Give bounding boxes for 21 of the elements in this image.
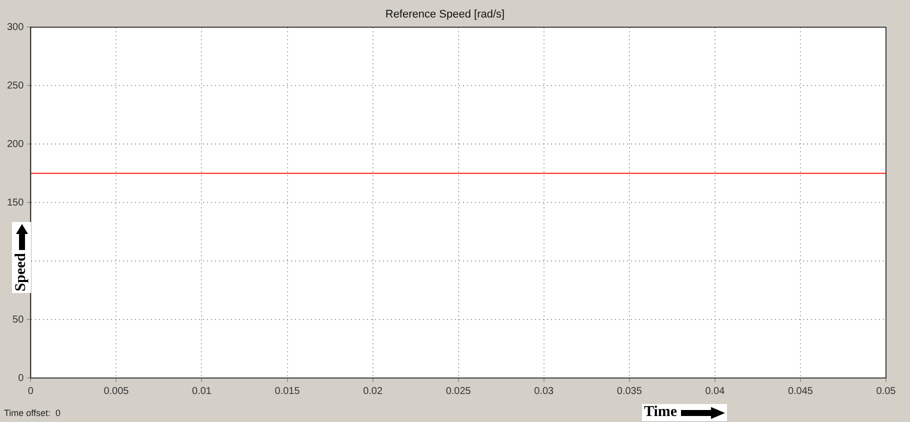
x-tick-label: 0.015 — [274, 386, 300, 397]
x-axis-title: Time — [644, 404, 678, 421]
x-tick-label: 0.025 — [446, 386, 472, 397]
y-tick-label: 50 — [12, 314, 24, 326]
x-tick-label: 0.05 — [876, 386, 896, 397]
x-tick-label: 0.04 — [705, 386, 726, 397]
y-axis-title: Speed — [13, 253, 30, 292]
y-tick-label: 150 — [6, 197, 24, 208]
x-tick-label: 0.02 — [363, 386, 383, 397]
y-tick-label: 200 — [6, 138, 24, 150]
x-tick-label: 0.005 — [104, 386, 130, 397]
x-tick-label: 0.01 — [192, 386, 212, 397]
x-tick-label: 0 — [28, 386, 34, 397]
y-tick-label: 250 — [6, 80, 24, 92]
x-tick-label: 0.035 — [616, 386, 642, 397]
text: Time offset: 0 — [4, 408, 61, 418]
y-tick-label: 0 — [18, 372, 24, 384]
chart-title: Reference Speed [rad/s] — [385, 8, 505, 21]
x-tick-label: 0.03 — [534, 386, 554, 397]
y-tick-label: 300 — [6, 22, 24, 33]
x-tick-label: 0.045 — [788, 386, 814, 397]
